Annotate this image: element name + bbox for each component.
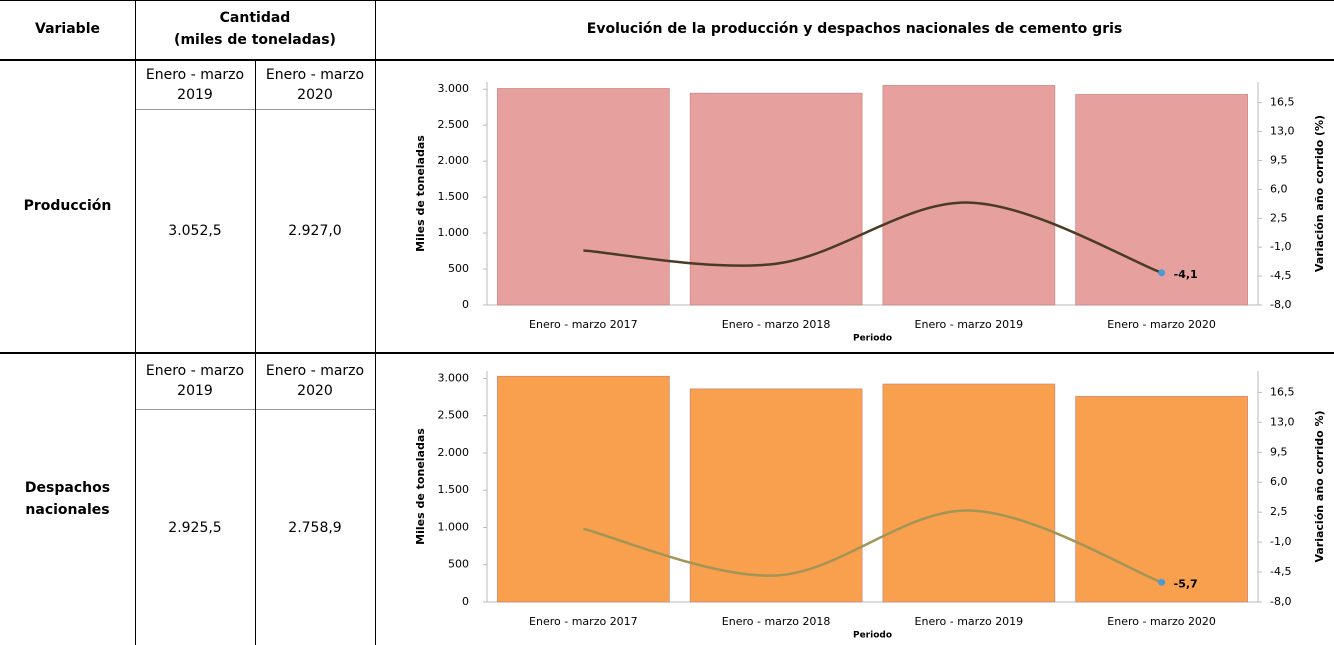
period: Enero - marzo 2020: [265, 362, 365, 399]
y-tick-label: 3.000: [438, 371, 470, 384]
row-label: Despachos nacionales: [24, 479, 111, 518]
period: Enero - marzo 2019: [145, 362, 245, 399]
period: Enero - marzo 2020: [265, 67, 365, 103]
bar: [882, 383, 1056, 603]
data-label: -4,1: [1174, 268, 1198, 281]
y2-tick-label: 9,5: [1270, 445, 1288, 458]
x-tick-label: Enero - marzo 2018: [722, 615, 831, 628]
y2-tick-label: 2,5: [1270, 211, 1288, 224]
rule: [135, 0, 136, 645]
y-tick-label: 2.500: [438, 118, 470, 131]
line: [583, 201, 1163, 274]
y2-tick-label: -4,5: [1270, 565, 1291, 578]
data-label: -5,7: [1174, 577, 1198, 590]
rule: [255, 60, 256, 645]
x-tick-label: Enero - marzo 2020: [1107, 615, 1216, 628]
y2-axis-title: Variación año corrido (%): [1313, 115, 1326, 272]
y2-tick-label: 13,0: [1270, 125, 1295, 138]
bar: [1075, 396, 1248, 603]
y2-tick-label: 6,0: [1270, 182, 1288, 195]
header-variable: Variable: [35, 21, 100, 37]
bar: [497, 88, 670, 306]
y2-tick-label: 16,5: [1270, 96, 1295, 109]
header-chart: Evolución de la producción y despachos n…: [586, 21, 1123, 37]
y2-tick-label: -1,0: [1270, 240, 1291, 253]
bar: [497, 375, 670, 603]
y-tick-label: 1.500: [438, 190, 470, 203]
y-tick-label: 0: [462, 595, 469, 608]
y2-tick-label: 13,0: [1270, 415, 1295, 428]
y-tick-label: 1.000: [438, 520, 470, 533]
y2-tick-label: -4,5: [1270, 269, 1291, 282]
value: 2.758,9: [288, 519, 342, 536]
marker: [1158, 578, 1166, 586]
period: Enero - marzo 2019: [145, 67, 245, 103]
bar: [689, 388, 863, 603]
x-tick-label: Enero - marzo 2017: [529, 615, 638, 628]
y2-axis-title: Variación año corrido %): [1313, 410, 1326, 562]
y-tick-label: 2.000: [438, 154, 470, 167]
y-axis-title: Miles de toneladas: [414, 135, 427, 252]
header-unidad: (miles de toneladas): [174, 32, 336, 48]
bar: [882, 85, 1056, 306]
y2-tick-label: 6,0: [1270, 475, 1288, 488]
y-tick-label: 2.000: [438, 446, 470, 459]
x-tick-label: Enero - marzo 2019: [915, 615, 1024, 628]
rule: [375, 0, 376, 645]
y2-tick-label: -8,0: [1270, 595, 1291, 608]
y2-tick-label: -8,0: [1270, 298, 1291, 311]
value: 3.052,5: [168, 223, 222, 239]
y2-tick-label: -1,0: [1270, 535, 1291, 548]
chart: 0 500 1.000 1.500 2.000 2.500 3.000 -8,0 -4,5 -1,…: [414, 371, 1326, 641]
x-axis-title: Periodo: [853, 631, 892, 641]
chart: 0 500 1.000 1.500 2.000 2.500 3.000 -8,0 -4,5 -1,…: [414, 82, 1326, 344]
y-tick-label: 2.500: [438, 409, 470, 422]
y2-tick-label: 16,5: [1270, 385, 1295, 398]
y-axis-title: Miles de toneladas: [414, 428, 427, 545]
y-tick-label: 1.500: [438, 483, 470, 496]
value: 2.925,5: [168, 519, 222, 536]
y-tick-label: 1.000: [438, 226, 470, 239]
x-tick-label: Enero - marzo 2018: [722, 318, 831, 331]
bar: [689, 92, 863, 306]
x-tick-label: Enero - marzo 2020: [1107, 318, 1216, 331]
rule: [0, 0, 1334, 1]
line: [583, 509, 1163, 584]
y2-tick-label: 9,5: [1270, 153, 1288, 166]
marker: [1158, 269, 1166, 277]
y-tick-label: 500: [448, 558, 469, 571]
x-axis-title: Periodo: [853, 334, 892, 344]
row-label: Producción: [23, 198, 112, 214]
value: 2.927,0: [288, 223, 342, 239]
x-tick-label: Enero - marzo 2019: [915, 318, 1024, 331]
header-cantidad: Cantidad: [219, 10, 291, 26]
x-tick-label: Enero - marzo 2017: [529, 318, 638, 331]
rule: [0, 59, 1334, 61]
y-tick-label: 3.000: [438, 82, 470, 95]
y-tick-label: 0: [462, 298, 469, 311]
y2-tick-label: 2,5: [1270, 505, 1288, 518]
y-tick-label: 500: [448, 262, 469, 275]
rule: [0, 352, 1334, 354]
